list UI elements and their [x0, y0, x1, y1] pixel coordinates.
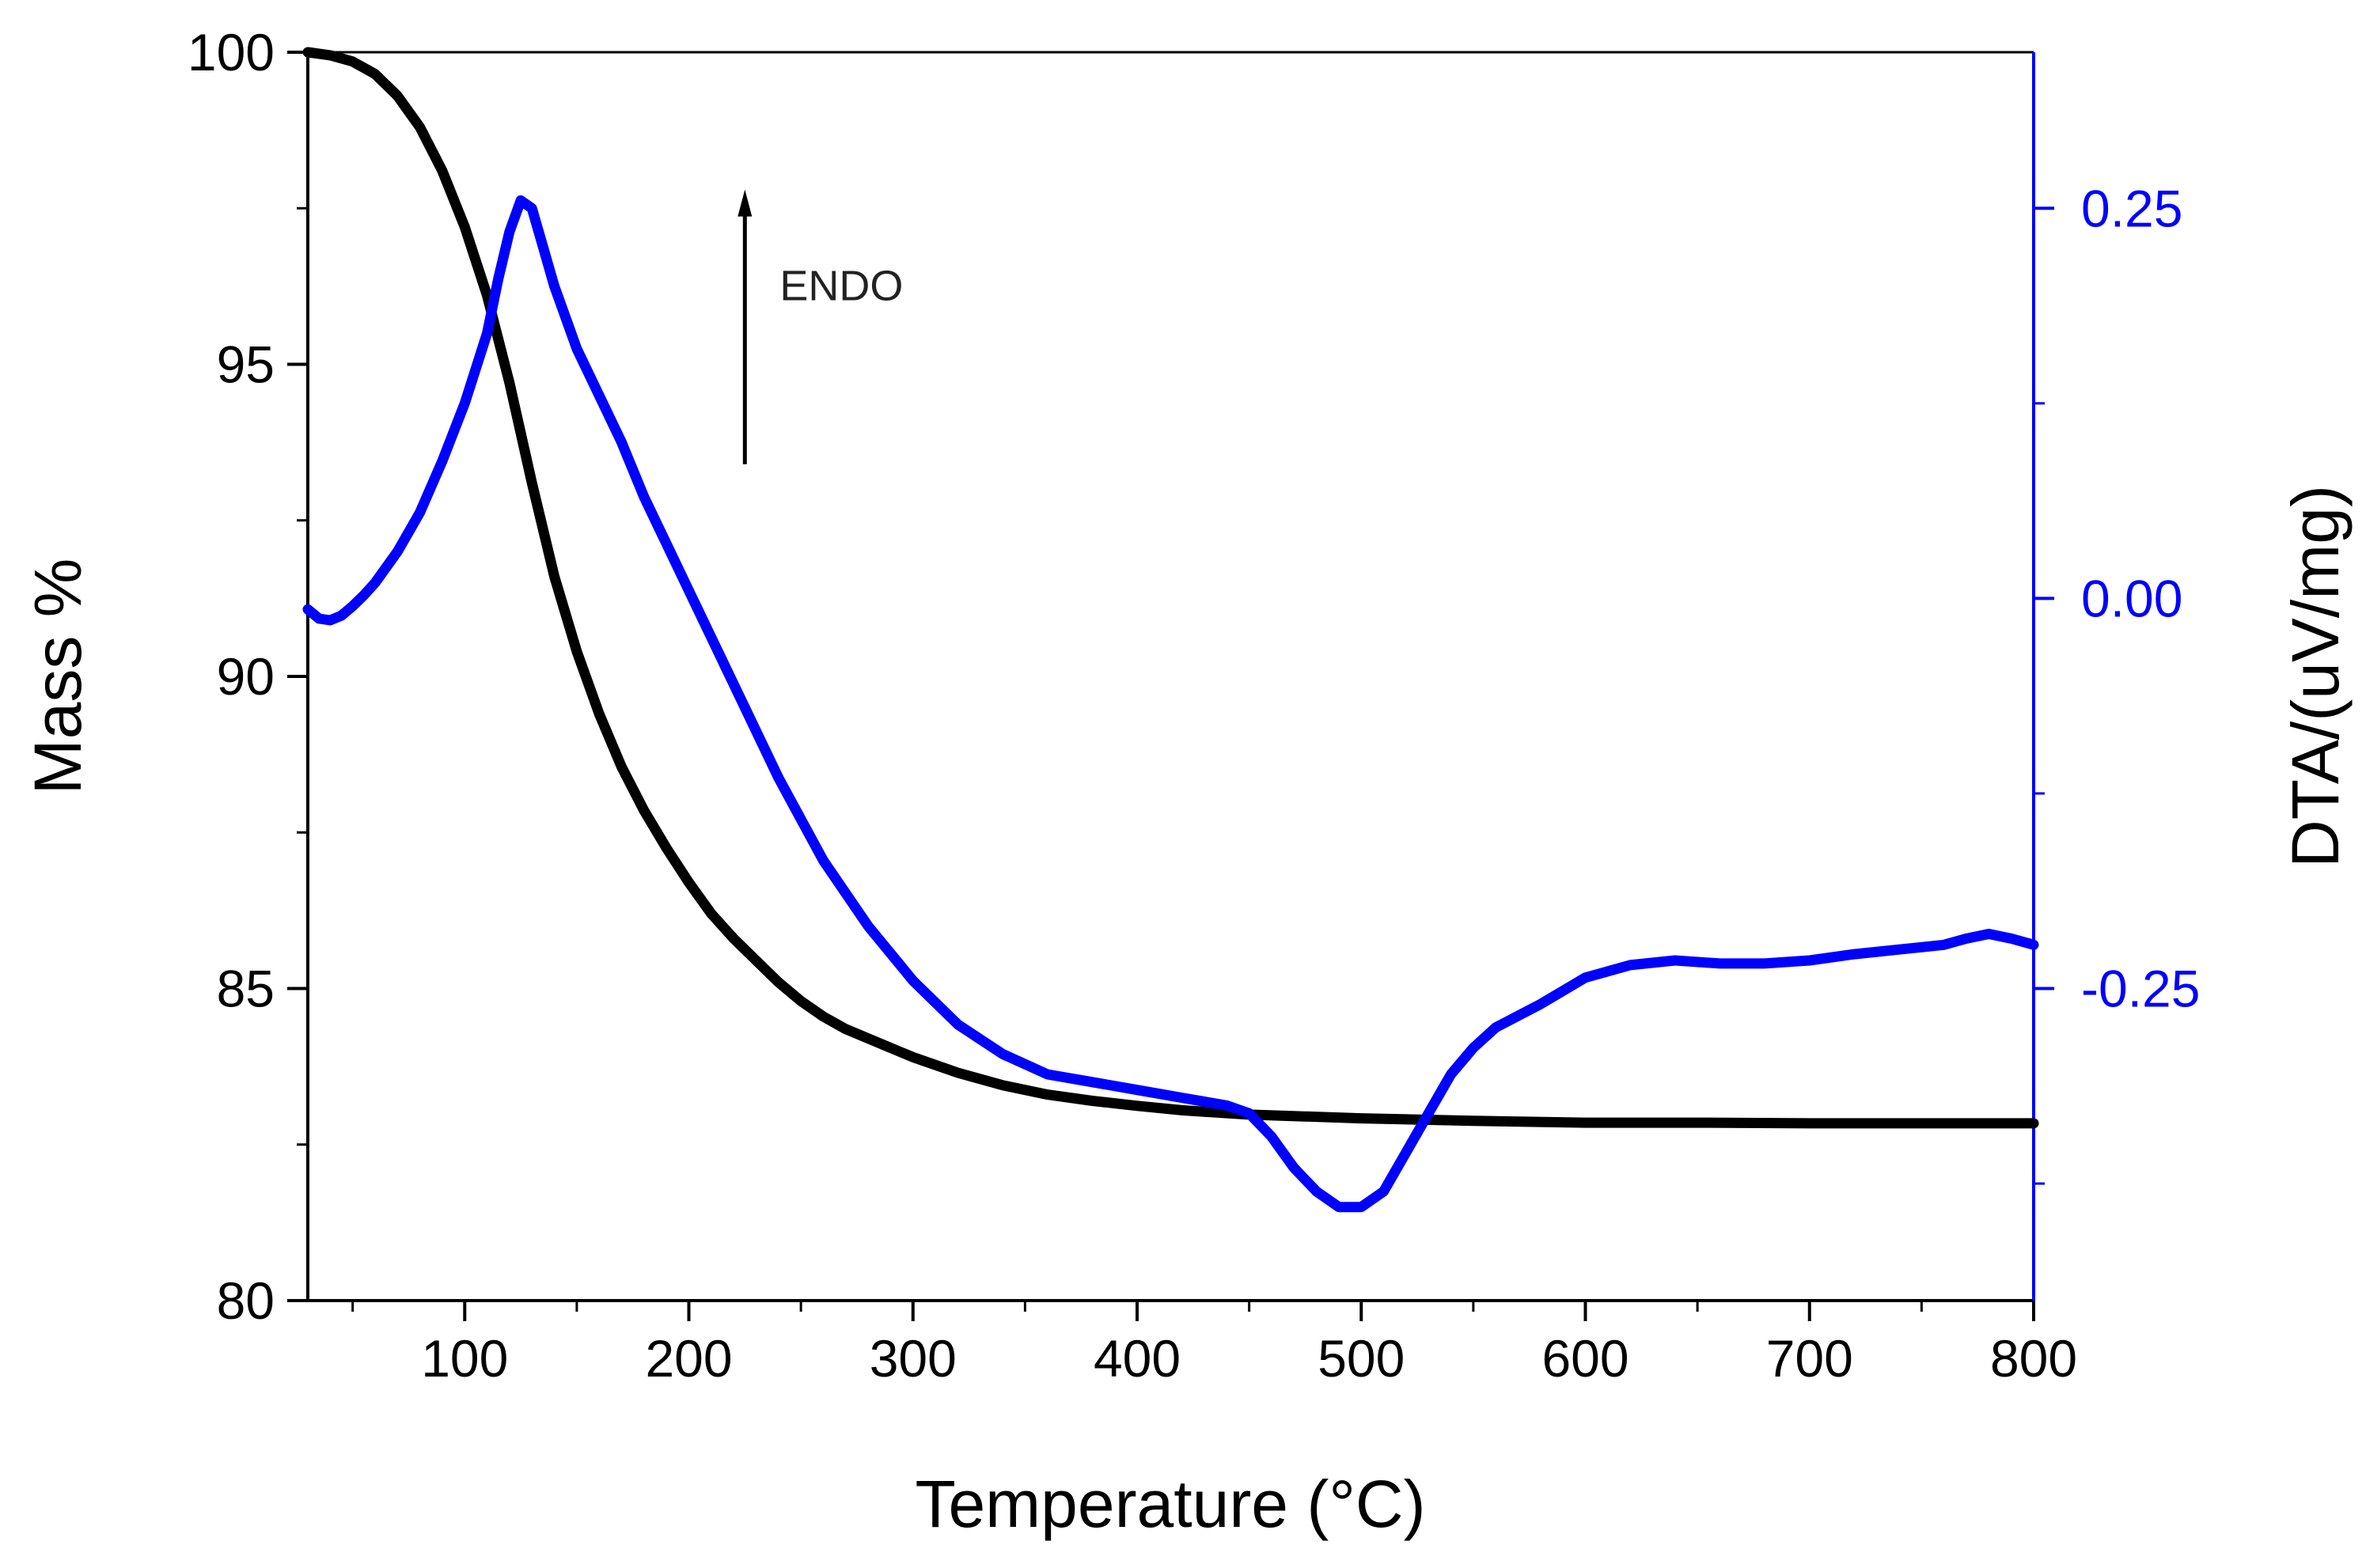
x-axis-title: Temperature (°C)	[915, 1467, 1425, 1541]
endo-arrow-head	[737, 189, 753, 217]
x-axis-ticks: 100 200 300 400 500 600 700 800	[351, 1301, 2077, 1388]
x-tick-label: 400	[1094, 1329, 1181, 1388]
left-tick-label: 80	[217, 1271, 275, 1330]
dta-curve	[302, 195, 2039, 1213]
left-tick-label: 95	[217, 335, 275, 394]
x-tick-label: 500	[1318, 1329, 1405, 1388]
x-tick-label: 100	[421, 1329, 508, 1388]
left-axis-ticks: 80 85 90 95 100	[188, 23, 308, 1330]
endo-label: ENDO	[779, 263, 903, 310]
x-tick-label: 800	[1990, 1329, 2077, 1388]
endo-annotation: ENDO	[737, 189, 903, 464]
right-axis-title: DTA/(uV/mg)	[2278, 485, 2353, 868]
left-axis-title: Mass %	[21, 559, 95, 795]
left-tick-label: 85	[217, 960, 275, 1018]
tga-curve	[302, 47, 2039, 1129]
right-tick-label: 0.25	[2081, 179, 2182, 237]
x-tick-label: 600	[1541, 1329, 1629, 1388]
right-tick-label: -0.25	[2081, 960, 2200, 1018]
right-tick-label: 0.00	[2081, 569, 2182, 627]
x-tick-label: 200	[645, 1329, 732, 1388]
x-tick-label: 300	[870, 1329, 957, 1388]
right-axis-ticks: -0.25 0.00 0.25	[2034, 179, 2200, 1185]
left-tick-label: 90	[217, 647, 275, 706]
series-layer	[302, 47, 2039, 1213]
left-tick-label: 100	[188, 23, 275, 81]
x-tick-label: 700	[1766, 1329, 1853, 1388]
